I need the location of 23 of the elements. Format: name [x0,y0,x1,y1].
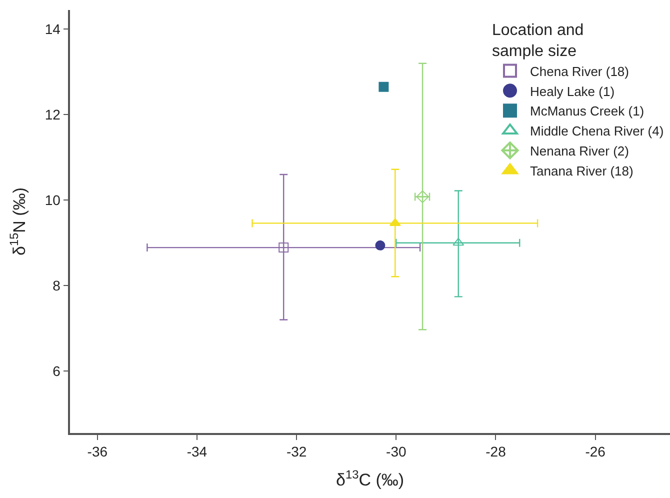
point [375,240,386,250]
legend-label: Nenana River (2) [530,143,629,158]
x-tick-label: -34 [186,444,208,460]
legend-label: Chena River (18) [530,64,629,79]
y-tick-label: 12 [44,106,61,123]
legend-title: Location and sample size [492,22,584,60]
y-tick-label: 6 [52,362,61,379]
y-tick-label: 14 [44,21,61,38]
x-tick-label: -30 [386,444,406,460]
x-tick-label: -26 [585,444,606,460]
legend-label: Healy Lake (1) [530,84,615,99]
legend-label: Tanana River (18) [530,163,634,178]
point [378,82,389,92]
x-tick-label: -28 [486,444,506,460]
point [278,242,289,253]
y-tick-label: 10 [44,192,61,208]
x-tick-label: -32 [286,444,307,460]
legend-label: Middle Chena River (4) [530,124,664,139]
x-tick-label: -36 [87,444,108,460]
y-tick-label: 8 [52,277,61,294]
legend-label: McManus Creek (1) [530,104,644,119]
x-axis-title: δ$^{13}$C (‰) [336,467,404,490]
point [452,238,464,246]
